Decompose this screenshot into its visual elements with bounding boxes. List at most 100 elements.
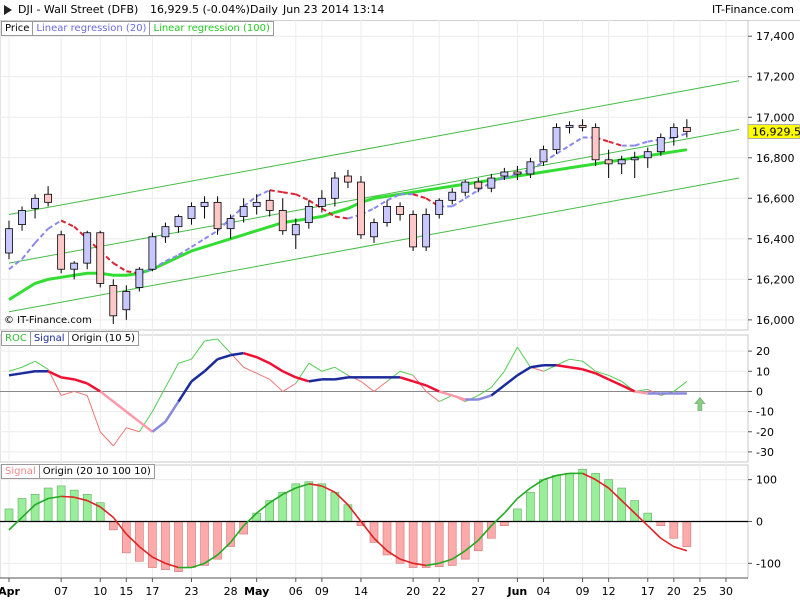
osc-signal-segment xyxy=(634,512,649,527)
roc-segment xyxy=(112,427,127,447)
histogram-bar xyxy=(174,521,183,573)
roc-signal-segment xyxy=(203,358,219,373)
x-axis-label: Jun xyxy=(507,585,528,598)
legend-roc-signal[interactable]: Signal xyxy=(31,332,69,345)
roc-segment xyxy=(308,362,323,372)
osc-signal-segment xyxy=(282,487,297,496)
osc-signal-segment xyxy=(295,483,310,489)
histogram-bar xyxy=(56,485,66,522)
roc-signal-segment xyxy=(438,390,453,397)
candle xyxy=(70,262,79,270)
osc-signal-segment xyxy=(243,512,258,527)
roc-segment xyxy=(373,380,388,392)
histogram-bar xyxy=(421,521,431,568)
buy-arrow-icon xyxy=(694,397,706,411)
lr20-segment xyxy=(112,262,127,273)
x-axis-label: 12 xyxy=(602,585,616,598)
candle xyxy=(565,124,574,128)
osc-signal-segment xyxy=(61,495,75,499)
roc-segment xyxy=(178,358,192,364)
channel-upper xyxy=(8,80,740,216)
roc-segment xyxy=(8,366,23,372)
roc-axis-label: 0 xyxy=(756,385,763,398)
legend-roc[interactable]: ROC xyxy=(2,332,31,345)
legend-osc-origin[interactable]: Origin (20 10 100 10) xyxy=(42,466,151,477)
roc-signal-segment xyxy=(490,384,506,397)
roc-segment xyxy=(608,374,622,382)
legend-roc-origin[interactable]: Origin (10 5) xyxy=(71,333,136,344)
lr20-segment xyxy=(269,189,283,194)
roc-signal-segment xyxy=(595,372,610,381)
candle xyxy=(187,206,196,219)
roc-signal-segment xyxy=(164,400,180,423)
roc-signal-segment xyxy=(125,410,141,423)
x-axis-label: 10 xyxy=(93,585,107,598)
osc-signal-segment xyxy=(217,541,232,556)
roc-segment xyxy=(256,372,270,380)
price-axis-label: 17,400 xyxy=(756,30,795,43)
histogram-bar xyxy=(408,521,418,568)
roc-signal-segment xyxy=(256,356,271,365)
roc-segment xyxy=(74,390,88,396)
legend-lr20[interactable]: Linear regression (20) xyxy=(33,22,151,35)
legend-osc-signal[interactable]: Signal xyxy=(2,465,40,478)
price-axis-label: 16,200 xyxy=(756,273,795,286)
osc-signal-segment xyxy=(608,487,623,502)
x-axis-label: 23 xyxy=(185,585,199,598)
candle xyxy=(591,126,600,161)
histogram-bar xyxy=(643,512,653,522)
osc-signal-segment xyxy=(269,493,284,504)
histogram-bar xyxy=(252,512,261,522)
roc-signal-segment xyxy=(569,366,583,371)
osc-signal-segment xyxy=(582,472,596,481)
roc-segment xyxy=(164,362,179,388)
lr100-line xyxy=(8,148,688,301)
legend-lr100[interactable]: Linear regression (100) xyxy=(153,23,270,34)
histogram-bar xyxy=(265,500,275,522)
candle xyxy=(18,210,26,226)
roc-segment xyxy=(569,358,583,362)
price-axis-label: 16,000 xyxy=(756,314,795,327)
candle xyxy=(83,232,92,264)
channel-mid xyxy=(8,128,740,264)
osc-signal-segment xyxy=(308,483,322,487)
osc-signal-segment xyxy=(386,550,401,560)
lr20-segment xyxy=(308,199,323,210)
roc-signal-segment xyxy=(73,378,88,385)
candle xyxy=(396,206,404,215)
symbol-title: DJI - Wall Street (DFB) xyxy=(18,3,139,16)
candle xyxy=(317,197,326,207)
roc-segment xyxy=(360,380,375,392)
osc-signal-segment xyxy=(529,478,544,489)
histogram-bar xyxy=(682,521,692,547)
roc-signal-segment xyxy=(47,370,62,379)
roc-signal-segment xyxy=(99,390,115,403)
histogram-bar xyxy=(552,475,561,522)
roc-signal-segment xyxy=(516,366,532,377)
lr20-segment xyxy=(634,140,649,147)
x-axis-label: 17 xyxy=(641,585,655,598)
osc-signal-segment xyxy=(360,521,375,539)
osc-signal-segment xyxy=(47,495,62,500)
roc-signal-segment xyxy=(21,370,36,375)
last-price-tag xyxy=(747,124,800,140)
osc-signal-segment xyxy=(73,496,88,502)
candle xyxy=(604,159,613,165)
last-price-label: 16,929.5 xyxy=(752,126,800,139)
candle xyxy=(96,232,105,284)
lr20-segment xyxy=(8,258,23,271)
axes: 16,000 16,200 16,400 16,600 16,800 17,000 17,2… xyxy=(0,30,800,598)
osc-signal-segment xyxy=(451,550,466,560)
roc-segment xyxy=(321,366,336,372)
candle xyxy=(370,222,378,238)
histogram-bar xyxy=(200,521,209,566)
price-axis-label: 17,200 xyxy=(756,71,795,84)
candle xyxy=(291,224,300,236)
osc-signal-segment xyxy=(138,545,153,558)
osc-signal-segment xyxy=(334,491,349,506)
roc-segment xyxy=(516,346,531,368)
roc-segment xyxy=(503,346,518,372)
chart-area: 16,000 16,200 16,400 16,600 16,800 17,000 17,2… xyxy=(0,20,800,598)
roc-segment xyxy=(582,360,596,372)
legend-price[interactable]: Price xyxy=(2,22,34,35)
